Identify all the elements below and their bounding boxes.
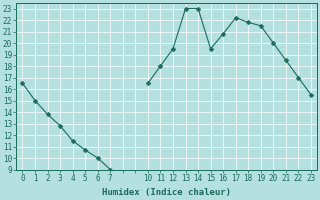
X-axis label: Humidex (Indice chaleur): Humidex (Indice chaleur) <box>102 188 231 197</box>
